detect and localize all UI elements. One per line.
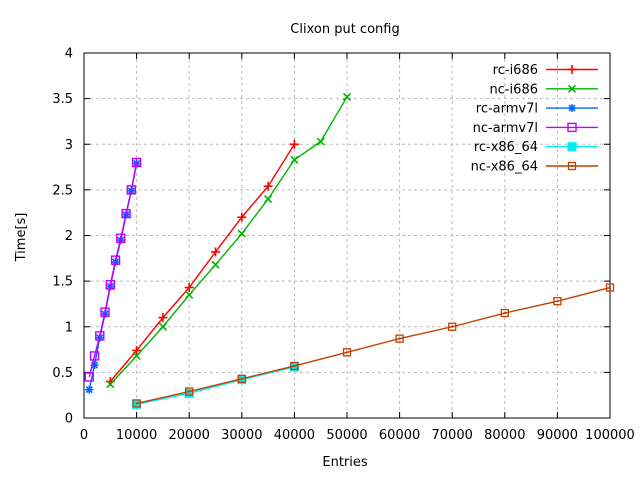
point-marker [185, 387, 194, 396]
point-marker [211, 260, 220, 269]
point-marker [289, 139, 299, 149]
series-line [109, 96, 348, 385]
y-tick-label: 4 [65, 47, 73, 62]
legend-label: rc-i686 [493, 63, 538, 78]
x-tick-label: 10000 [116, 428, 157, 443]
series-line [88, 162, 138, 378]
legend-item-rc-x86_64: rc-x86_64 [474, 140, 598, 155]
x-tick-label: 50000 [326, 428, 367, 443]
y-tick-label: 0.5 [52, 366, 73, 381]
chart-title: Clixon put config [290, 22, 399, 37]
point-marker [110, 255, 121, 265]
y-tick-label: 3.5 [52, 92, 73, 107]
x-tick-label: 20000 [169, 428, 210, 443]
series-line [136, 366, 295, 405]
point-marker [567, 161, 577, 171]
axes [83, 52, 611, 419]
x-tick-label: 100000 [585, 428, 635, 443]
point-marker [116, 233, 126, 243]
point-marker [158, 322, 167, 331]
point-marker [237, 229, 246, 238]
point-marker [132, 351, 141, 361]
legend: rc-i686 nc-i686 rc-armv7l nc-armv7l rc-x86_6… [471, 63, 598, 175]
series-rc-i686 [105, 139, 299, 386]
point-marker [342, 92, 352, 101]
point-marker [605, 283, 615, 292]
point-marker [184, 283, 194, 293]
point-marker [568, 104, 576, 113]
point-marker [567, 84, 577, 93]
y-tick-label: 2 [65, 229, 73, 244]
series-nc-armv7l [84, 157, 142, 382]
x-axis-label: Entries [322, 455, 368, 470]
y-tick-label: 1 [65, 320, 73, 335]
point-marker [132, 399, 141, 408]
point-marker [553, 297, 562, 306]
point-marker [131, 157, 142, 168]
x-tick-label: 0 [80, 428, 88, 443]
point-marker [500, 308, 509, 318]
point-marker [448, 322, 457, 331]
point-marker [106, 380, 115, 389]
legend-label: rc-armv7l [476, 102, 538, 117]
point-marker [237, 212, 247, 222]
point-marker [264, 194, 273, 204]
y-tick-label: 3 [65, 138, 73, 153]
legend-label: nc-i686 [489, 82, 538, 97]
legend-item-nc-x86_64: nc-x86_64 [471, 160, 598, 175]
point-marker [100, 307, 110, 317]
y-tick-label: 0 [65, 412, 73, 427]
point-marker [184, 388, 194, 398]
point-marker [89, 351, 100, 361]
point-marker [105, 280, 116, 290]
point-marker [263, 181, 273, 191]
point-marker [342, 348, 352, 357]
point-marker [84, 372, 94, 382]
x-tick-label: 80000 [484, 428, 525, 443]
series-nc-i686 [106, 92, 352, 389]
y-axis-label: Time[s] [14, 213, 29, 263]
point-marker [185, 290, 194, 299]
x-tick-label: 60000 [379, 428, 420, 443]
x-tick-label: 70000 [432, 428, 473, 443]
legend-label: nc-x86_64 [471, 160, 538, 175]
point-marker [121, 208, 131, 219]
point-marker [567, 65, 577, 74]
legend-label: nc-armv7l [473, 121, 538, 136]
legend-item-rc-armv7l: rc-armv7l [476, 102, 598, 117]
plot-area: 0 10000 20000 30000 40000 50000 60000 70000 8000… [52, 47, 635, 444]
tick-labels: 0 10000 20000 30000 40000 50000 60000 70000 8000… [52, 47, 635, 444]
point-marker [395, 334, 404, 343]
point-marker [567, 122, 577, 133]
y-tick-label: 1.5 [52, 275, 73, 290]
legend-item-nc-i686: nc-i686 [489, 82, 598, 97]
point-marker [85, 385, 94, 394]
point-marker [158, 313, 168, 323]
point-marker [132, 345, 142, 355]
x-tick-label: 30000 [221, 428, 262, 443]
series-line [109, 143, 295, 382]
point-marker [126, 185, 137, 195]
point-marker [95, 331, 105, 341]
point-marker [316, 137, 325, 146]
series-line [136, 286, 611, 405]
grid [84, 53, 610, 418]
legend-item-rc-i686: rc-i686 [493, 63, 598, 78]
series-nc-x86_64 [132, 283, 615, 408]
x-tick-label: 40000 [274, 428, 315, 443]
point-marker [567, 142, 577, 152]
point-marker [211, 247, 220, 257]
point-marker [290, 361, 299, 371]
point-marker [237, 374, 246, 383]
x-tick-label: 90000 [537, 428, 578, 443]
legend-item-nc-armv7l: nc-armv7l [473, 121, 598, 136]
y-tick-label: 2.5 [52, 183, 73, 198]
legend-label: rc-x86_64 [474, 140, 538, 155]
point-marker [290, 155, 299, 164]
